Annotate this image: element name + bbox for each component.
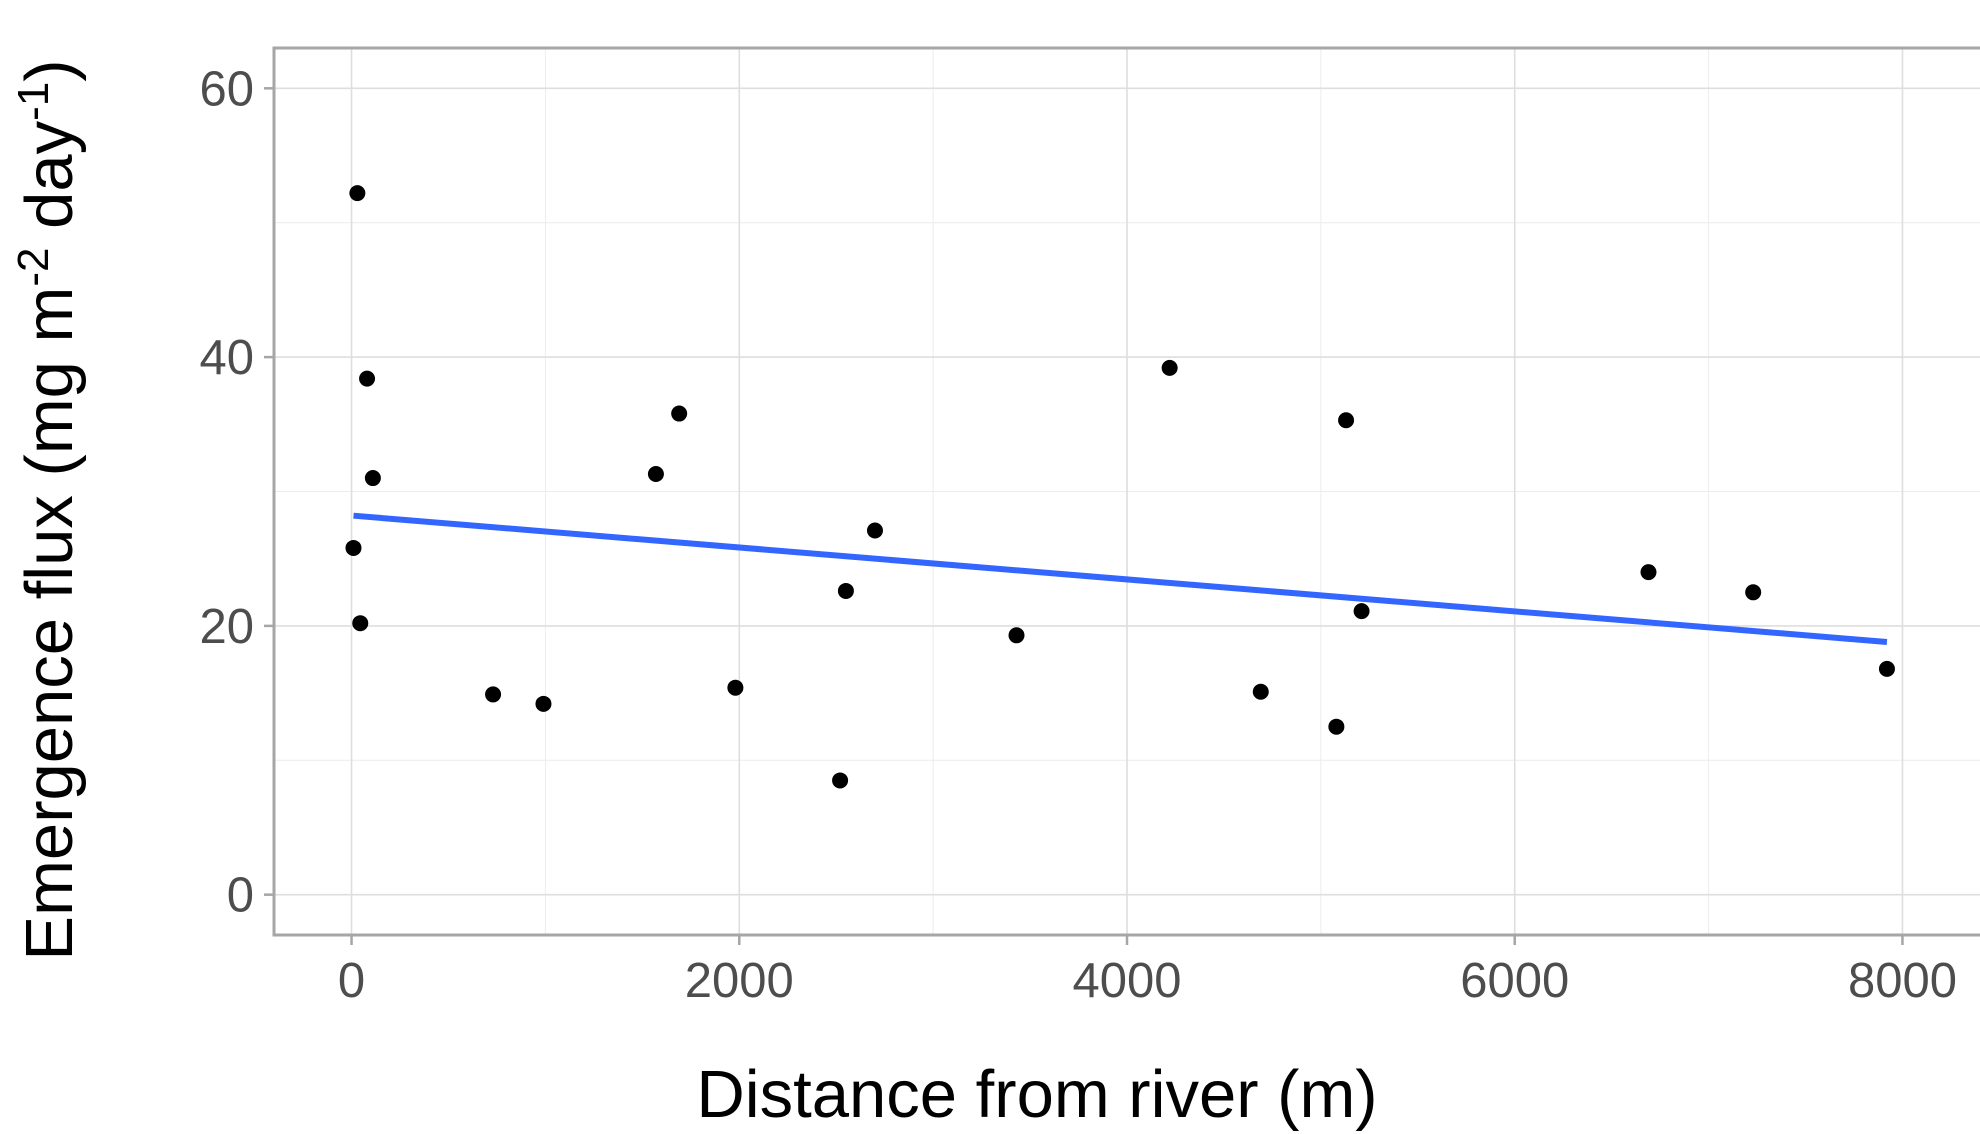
data-point: [1745, 584, 1762, 601]
trend-line: [353, 512, 1888, 646]
data-point: [364, 470, 381, 487]
data-point: [1338, 412, 1355, 429]
trend-line-group: [353, 512, 1888, 646]
data-point: [837, 582, 854, 599]
data-point: [832, 772, 849, 789]
y-axis-title: Emergence flux (mg m-2 day-1): [9, 59, 88, 960]
grid-lines: [274, 48, 1980, 935]
data-point: [349, 185, 366, 202]
data-point: [671, 405, 688, 422]
x-tick-label: 2000: [685, 954, 794, 1008]
y-axis-title-end: ): [12, 59, 87, 81]
data-point: [647, 466, 664, 483]
x-axis: 0 2000 4000 6000 8000: [338, 935, 1957, 1008]
x-tick-label: 4000: [1072, 954, 1181, 1008]
data-points: [345, 185, 1895, 789]
data-point: [359, 370, 376, 387]
y-axis-title-sup2: -1: [9, 82, 58, 121]
y-tick-label: 60: [199, 62, 254, 116]
y-axis-title-sup1: -2: [9, 248, 58, 287]
plot-panel-border: [272, 46, 1980, 937]
y-axis-title-main: Emergence flux (mg m: [12, 287, 87, 961]
data-point: [485, 686, 502, 703]
data-point: [352, 615, 369, 632]
y-axis-title-mid: day: [12, 120, 87, 247]
x-tick-label: 8000: [1848, 954, 1957, 1008]
data-point: [1252, 683, 1269, 700]
y-axis: 0 20 40 60: [199, 62, 274, 923]
y-tick-label: 40: [199, 331, 254, 385]
data-point: [1640, 564, 1657, 581]
data-point: [345, 539, 362, 556]
x-tick-label: 0: [338, 954, 365, 1008]
y-tick-label: 20: [199, 600, 254, 654]
x-tick-label: 6000: [1460, 954, 1569, 1008]
data-point: [1008, 627, 1025, 644]
data-point: [1353, 603, 1370, 620]
x-axis-title: Distance from river (m): [696, 1057, 1377, 1132]
data-point: [1328, 718, 1345, 735]
data-point: [866, 522, 883, 539]
data-point: [727, 679, 744, 696]
data-point: [1161, 359, 1178, 376]
data-point: [535, 695, 552, 712]
y-tick-label: 0: [227, 869, 254, 923]
data-point: [1878, 660, 1895, 677]
